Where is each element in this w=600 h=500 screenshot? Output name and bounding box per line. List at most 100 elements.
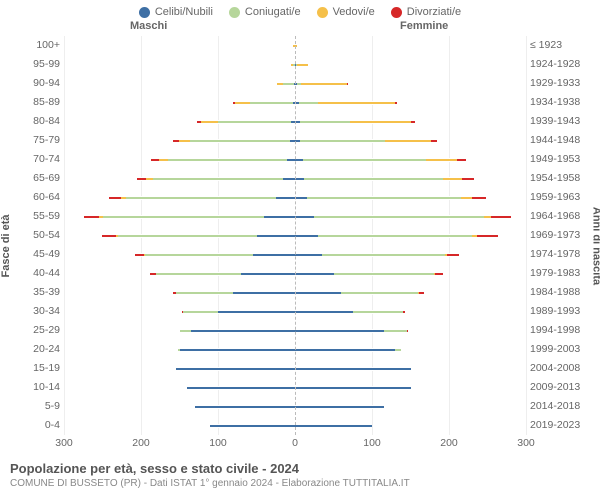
bar-segment	[295, 196, 307, 200]
age-label: 60-64	[0, 191, 64, 203]
bar-segment	[187, 386, 295, 390]
male-bar	[64, 215, 295, 217]
male-bar	[64, 177, 295, 179]
bar-segment	[151, 158, 159, 162]
male-bar	[64, 367, 295, 369]
bar-segment	[443, 177, 462, 181]
bar-segment	[295, 272, 334, 276]
male-bar	[64, 44, 295, 46]
chart-rows: 100+≤ 192395-991924-192890-941929-193385…	[0, 36, 600, 435]
birth-label: 1939-1943	[526, 115, 600, 127]
bar-segment	[191, 329, 295, 333]
bar-segment	[318, 101, 395, 105]
legend-swatch	[139, 7, 150, 18]
bar-segment	[84, 215, 99, 219]
female-bar	[295, 234, 526, 236]
bar-segment	[295, 348, 395, 352]
age-row: 0-42019-2023	[0, 416, 600, 434]
birth-label: 1954-1958	[526, 172, 600, 184]
age-row: 35-391984-1988	[0, 283, 600, 301]
bar-segment	[180, 348, 296, 352]
male-bar	[64, 139, 295, 141]
bar-segment	[201, 120, 218, 124]
x-tick: 200	[440, 437, 458, 449]
bar-segment	[435, 272, 443, 276]
bar-segment	[235, 101, 250, 105]
birth-label: 1999-2003	[526, 343, 600, 355]
bar-segment	[384, 329, 407, 333]
age-label: 100+	[0, 39, 64, 51]
bar-segment	[334, 272, 434, 276]
center-line	[295, 36, 296, 435]
age-label: 55-59	[0, 210, 64, 222]
bar-segment	[395, 348, 401, 352]
legend-item: Divorziati/e	[391, 6, 461, 18]
age-row: 5-92014-2018	[0, 397, 600, 415]
age-row: 45-491974-1978	[0, 245, 600, 263]
bar-segment	[190, 139, 290, 143]
age-row: 60-64 1959-1963	[0, 188, 600, 206]
x-tick: 300	[517, 437, 535, 449]
female-bar	[295, 63, 526, 65]
age-label: 80-84	[0, 115, 64, 127]
bar-segment	[419, 291, 424, 295]
birth-label: 1989-1993	[526, 305, 600, 317]
bar-segment	[118, 234, 257, 238]
age-row: 25-29 1994-1998	[0, 321, 600, 339]
x-tick: 300	[55, 437, 73, 449]
age-row: 40-441979-1983	[0, 264, 600, 282]
age-label: 25-29	[0, 324, 64, 336]
bar-segment	[135, 253, 144, 257]
bar-segment	[301, 82, 347, 86]
birth-label: 1944-1948	[526, 134, 600, 146]
female-bar	[295, 120, 526, 122]
bar-segment	[295, 215, 314, 219]
birth-label: 1959-1963	[526, 191, 600, 203]
female-bar	[295, 386, 526, 388]
bar-segment	[462, 177, 474, 181]
bar-segment	[426, 158, 457, 162]
bar-segment	[341, 291, 418, 295]
bar-segment	[295, 405, 384, 409]
male-bar	[64, 158, 295, 160]
bar-segment	[307, 196, 461, 200]
male-bar	[64, 424, 295, 426]
age-label: 15-19	[0, 362, 64, 374]
bar-segment	[183, 310, 218, 314]
birth-label: 1994-1998	[526, 324, 600, 336]
legend-label: Divorziati/e	[407, 6, 461, 18]
bar-segment	[145, 253, 253, 257]
male-bar	[64, 386, 295, 388]
birth-label: 1934-1938	[526, 96, 600, 108]
male-bar	[64, 291, 295, 293]
bar-segment	[179, 139, 191, 143]
bar-segment	[295, 310, 353, 314]
header-male: Maschi	[130, 20, 167, 32]
age-row: 75-791944-1948	[0, 131, 600, 149]
bar-segment	[283, 82, 295, 86]
bar-segment	[283, 177, 295, 181]
bar-segment	[403, 310, 405, 314]
x-tick: 100	[363, 437, 381, 449]
male-bar	[64, 196, 295, 198]
female-bar	[295, 291, 526, 293]
age-row: 30-341989-1993	[0, 302, 600, 320]
bar-segment	[385, 139, 431, 143]
legend-item: Celibi/Nubili	[139, 6, 213, 18]
chart-title: Popolazione per età, sesso e stato civil…	[0, 455, 600, 476]
bar-segment	[168, 158, 287, 162]
bar-segment	[347, 82, 348, 86]
age-label: 0-4	[0, 419, 64, 431]
bar-segment	[295, 424, 372, 428]
bar-segment	[156, 272, 241, 276]
bar-segment	[300, 139, 385, 143]
legend-label: Celibi/Nubili	[155, 6, 213, 18]
bar-segment	[153, 177, 284, 181]
male-bar	[64, 63, 295, 65]
header-female: Femmine	[400, 20, 448, 32]
bar-segment	[109, 196, 121, 200]
male-bar	[64, 310, 295, 312]
bar-segment	[431, 139, 437, 143]
age-row: 15-192004-2008	[0, 359, 600, 377]
age-row: 95-991924-1928	[0, 55, 600, 73]
